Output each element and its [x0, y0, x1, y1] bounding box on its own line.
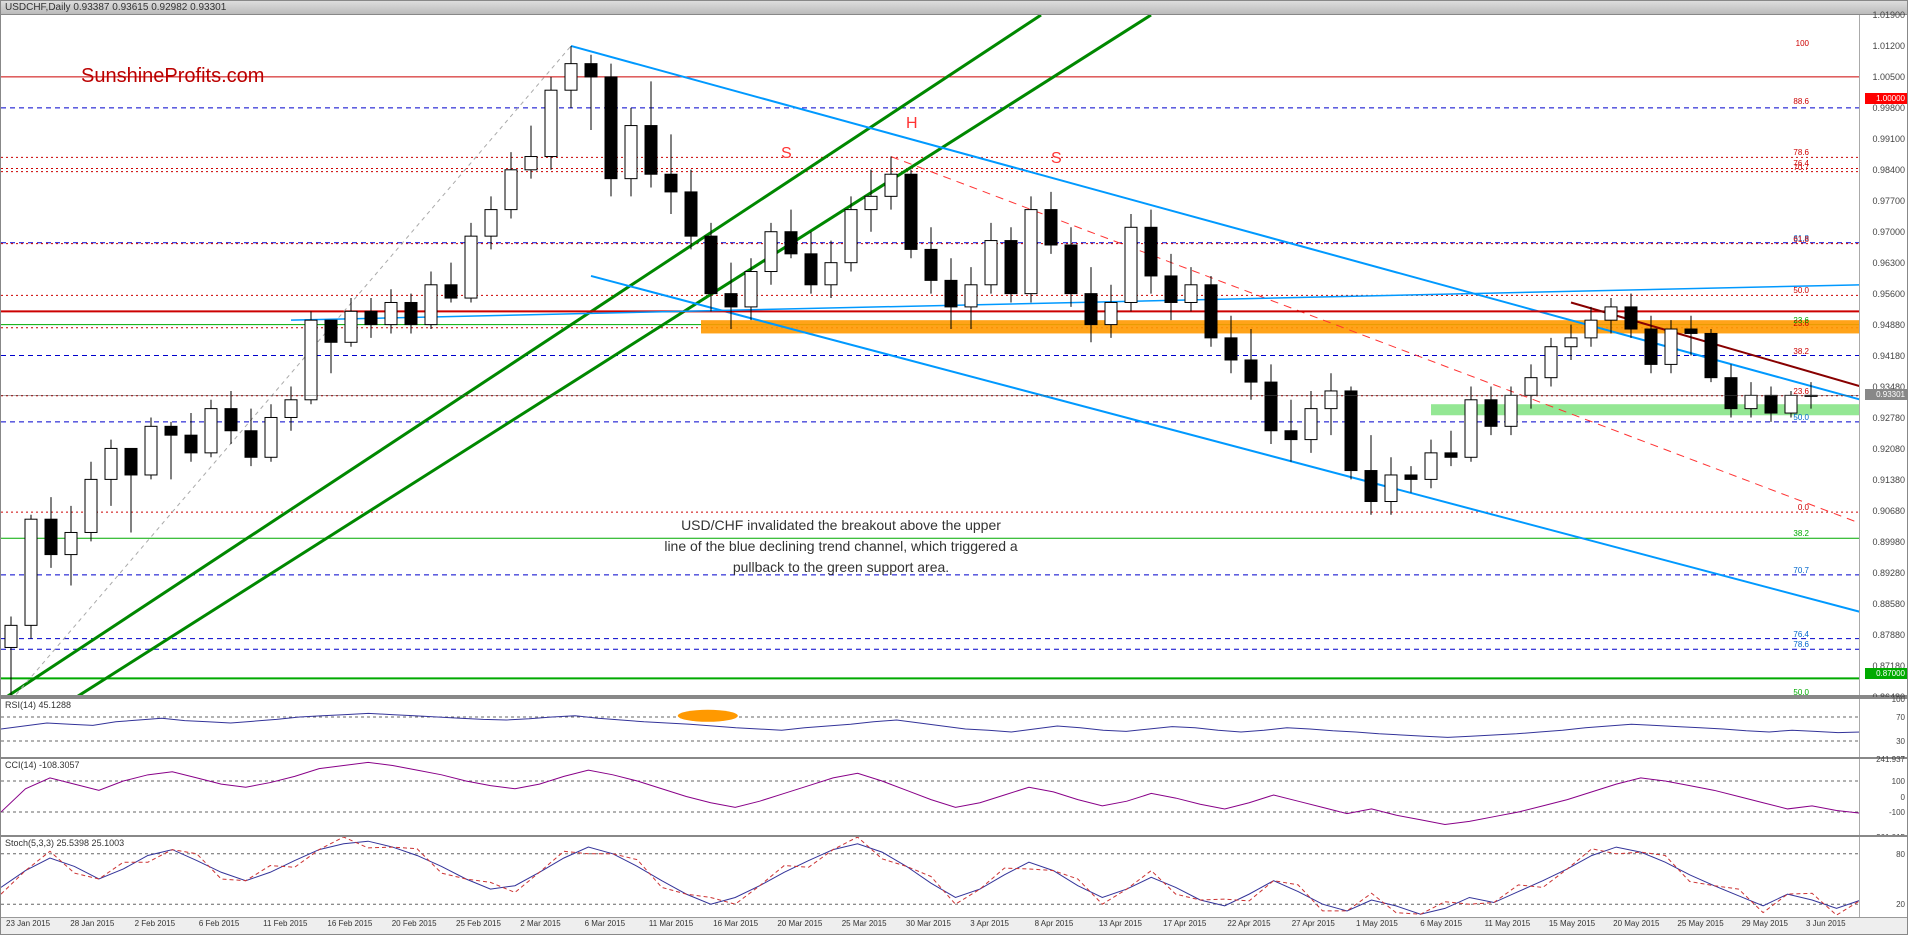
stoch-label: Stoch(5,3,3) 25.5398 25.1003	[5, 838, 124, 848]
date-tick: 30 Mar 2015	[906, 919, 951, 928]
date-tick: 6 Feb 2015	[199, 919, 239, 928]
date-tick: 11 Feb 2015	[263, 919, 307, 928]
price-tick: 0.87880	[1872, 630, 1905, 640]
date-tick: 13 Apr 2015	[1099, 919, 1142, 928]
fib-label-blue: 78.6	[1793, 640, 1809, 649]
price-tick: 0.97000	[1872, 227, 1905, 237]
cci-svg	[1, 759, 1907, 835]
stoch-axis: 8020	[1859, 837, 1907, 919]
shoulder-1-label: S	[781, 145, 792, 163]
price-tick: 0.89280	[1872, 568, 1905, 578]
stoch-svg	[1, 837, 1907, 919]
date-tick: 15 May 2015	[1549, 919, 1595, 928]
shoulder-2-label: S	[1051, 150, 1062, 168]
fib-label-red: 78.6	[1793, 148, 1809, 157]
date-tick: 3 Apr 2015	[970, 919, 1009, 928]
chart-plot-area[interactable]: SunshineProfits.com S H S USD/CHF invali…	[1, 15, 1859, 695]
price-box: 0.93301	[1865, 389, 1907, 400]
fib-label-red: 100	[1796, 39, 1809, 48]
date-tick: 25 Mar 2015	[842, 919, 887, 928]
date-tick: 8 Apr 2015	[1035, 919, 1074, 928]
cci-panel[interactable]: CCI(14) -108.3057 241.9371000-100-261.01…	[1, 757, 1907, 835]
fib-label-blue: 70.7	[1793, 566, 1809, 575]
date-tick: 6 May 2015	[1420, 919, 1462, 928]
date-tick: 25 May 2015	[1677, 919, 1723, 928]
price-box: 1.00000	[1865, 93, 1907, 104]
price-tick: 0.94180	[1872, 351, 1905, 361]
price-tick: 0.99100	[1872, 134, 1905, 144]
rsi-panel[interactable]: RSI(14) 45.1288 10070300	[1, 697, 1907, 757]
rsi-svg	[1, 699, 1907, 757]
price-tick: 0.99800	[1872, 103, 1905, 113]
date-tick: 16 Mar 2015	[713, 919, 758, 928]
date-tick: 16 Feb 2015	[327, 919, 372, 928]
date-axis: 23 Jan 2015 28 Jan 2015 2 Feb 2015 6 Feb 20…	[1, 917, 1907, 934]
price-tick: 0.97700	[1872, 196, 1905, 206]
date-tick: 1 May 2015	[1356, 919, 1398, 928]
watermark: SunshineProfits.com	[81, 65, 264, 88]
price-tick: 1.01900	[1872, 10, 1905, 20]
price-tick: 0.98400	[1872, 165, 1905, 175]
fib-label-red: 50.0	[1793, 286, 1809, 295]
fib-label-red: 70.7	[1793, 163, 1809, 172]
chart-header: USDCHF,Daily 0.93387 0.93615 0.92982 0.9…	[1, 1, 1907, 15]
fib-label-green: 23.6	[1793, 316, 1809, 325]
fib-label-red: 61.8	[1793, 235, 1809, 244]
price-tick: 0.90680	[1872, 506, 1905, 516]
price-box: 0.87000	[1865, 668, 1907, 679]
fib-label-green: 50.0	[1793, 688, 1809, 697]
price-tick: 0.91380	[1872, 475, 1905, 485]
date-tick: 20 Mar 2015	[777, 919, 822, 928]
fib-label-blue: 50.0	[1793, 413, 1809, 422]
head-label: H	[906, 115, 918, 133]
date-tick: 11 May 2015	[1485, 919, 1531, 928]
price-tick: 0.92780	[1872, 413, 1905, 423]
date-tick: 22 Apr 2015	[1227, 919, 1270, 928]
date-tick: 27 Apr 2015	[1292, 919, 1335, 928]
rsi-axis: 10070300	[1859, 699, 1907, 757]
fib-label-red: 0.0	[1798, 503, 1809, 512]
chart-annotation: USD/CHF invalidated the breakout above t…	[561, 515, 1121, 578]
date-tick: 20 Feb 2015	[392, 919, 437, 928]
stoch-panel[interactable]: Stoch(5,3,3) 25.5398 25.1003 8020	[1, 835, 1907, 919]
date-tick: 2 Mar 2015	[520, 919, 560, 928]
fib-label-blue: 76.4	[1793, 630, 1809, 639]
date-tick: 11 Mar 2015	[649, 919, 693, 928]
date-tick: 28 Jan 2015	[70, 919, 114, 928]
price-tick: 0.94880	[1872, 320, 1905, 330]
chart-container: USDCHF,Daily 0.93387 0.93615 0.92982 0.9…	[0, 0, 1908, 935]
date-tick: 25 Feb 2015	[456, 919, 501, 928]
date-tick: 17 Apr 2015	[1163, 919, 1206, 928]
date-tick: 23 Jan 2015	[6, 919, 50, 928]
price-tick: 1.01200	[1872, 41, 1905, 51]
cci-label: CCI(14) -108.3057	[5, 760, 80, 770]
price-tick: 0.96300	[1872, 258, 1905, 268]
date-tick: 3 Jun 2015	[1806, 919, 1846, 928]
rsi-label: RSI(14) 45.1288	[5, 700, 71, 710]
date-tick: 20 May 2015	[1613, 919, 1659, 928]
date-tick: 6 Mar 2015	[585, 919, 625, 928]
cci-axis: 241.9371000-100-261.015	[1859, 759, 1907, 835]
date-tick: 29 May 2015	[1742, 919, 1788, 928]
chart-title: USDCHF,Daily 0.93387 0.93615 0.92982 0.9…	[5, 2, 226, 13]
date-tick: 2 Feb 2015	[135, 919, 175, 928]
price-axis: 1.019001.012001.005000.998000.991000.984…	[1859, 15, 1907, 695]
price-tick: 0.89980	[1872, 537, 1905, 547]
fib-label-red: 88.6	[1793, 97, 1809, 106]
price-tick: 0.88580	[1872, 599, 1905, 609]
price-tick: 0.92080	[1872, 444, 1905, 454]
price-tick: 1.00500	[1872, 72, 1905, 82]
chart-svg	[1, 15, 1859, 695]
main-price-chart[interactable]: SunshineProfits.com S H S USD/CHF invali…	[1, 15, 1907, 697]
fib-label-green: 38.2	[1793, 529, 1809, 538]
price-tick: 0.95600	[1872, 289, 1905, 299]
fib-label-red: 38.2	[1793, 347, 1809, 356]
fib-label-red: 23.6	[1793, 387, 1809, 396]
